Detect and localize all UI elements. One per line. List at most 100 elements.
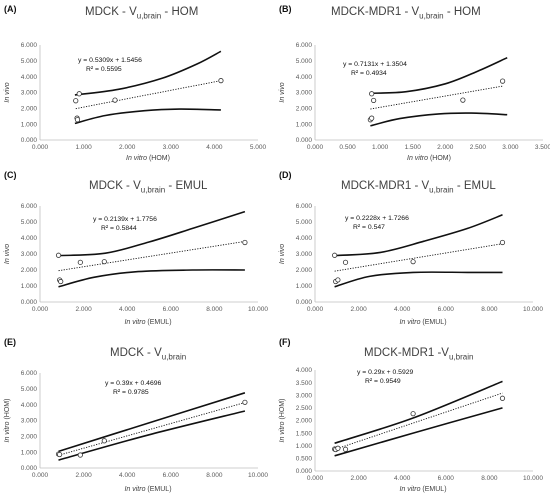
data-point: [112, 97, 118, 103]
chart-title-main: MDCK-MDR1 - V: [331, 6, 420, 18]
x-tick-label: 10.000: [523, 475, 543, 482]
x-tick-label: 8.000: [481, 475, 498, 482]
data-point: [500, 78, 506, 84]
x-axis-title-italic: In vitro: [407, 155, 428, 162]
y-tick-label: 5.000: [21, 58, 38, 65]
trendline: [334, 243, 503, 272]
r-squared-label: R² = 0.9785: [113, 389, 149, 396]
y-tick-label: 6.000: [296, 203, 313, 210]
chart-panel-e: (E) MDCK - Vu,brain 0.000 1.000 2.000 3.000…: [0, 333, 275, 499]
chart-plot: 0.000 1.000 2.000 3.000 4.000 5.000 6.000 0.000…: [4, 203, 268, 326]
x-axis-title-rest: (EMUL): [420, 319, 446, 326]
trendline: [334, 392, 503, 450]
y-axis-title-italic: In vitro: [4, 421, 11, 442]
x-tick-label: 6.000: [163, 472, 180, 479]
x-tick-label: 3.000: [502, 144, 519, 151]
r-squared-label: R² = 0.547: [353, 224, 385, 231]
y-tick-label: 0.500: [296, 456, 313, 463]
x-tick-label: 2.000: [350, 475, 367, 482]
chart-title-subscript: u,brain: [136, 11, 162, 21]
y-axis-title: In vitro (HOM): [4, 399, 11, 443]
x-axis-title-rest: (EMUL): [145, 319, 171, 326]
x-axis-title: In vitro (EMUL): [124, 319, 171, 326]
chart-title-subscript: u,brain: [419, 11, 444, 21]
y-tick-label: 1.000: [296, 283, 313, 290]
x-tick-label: 4.000: [119, 306, 136, 313]
chart-title-subscript: u,brain: [448, 352, 474, 362]
data-point: [369, 91, 375, 97]
trendline: [370, 85, 503, 110]
ci-lower-curve: [334, 271, 503, 288]
x-tick-label: 2.000: [75, 472, 92, 479]
chart-plot: 0.000 1.000 2.000 3.000 4.000 5.000 6.000 0.000…: [4, 42, 267, 162]
r-squared-label: R² = 0.5844: [101, 225, 137, 232]
ci-lower-curve: [74, 108, 221, 125]
y-tick-label: 2.000: [21, 267, 38, 274]
ci-upper-curve: [74, 50, 222, 96]
y-tick-label: 6.000: [21, 203, 38, 210]
x-tick-label: 8.000: [206, 306, 223, 313]
ci-lower-curve: [58, 269, 245, 288]
x-tick-label: 4.000: [394, 475, 411, 482]
x-axis-title: In vitro (HOM): [126, 155, 170, 162]
x-tick-label: 3.500: [535, 144, 550, 151]
data-point: [332, 252, 338, 258]
chart-panel-c: (C) MDCK - Vu,brain - EMUL 0.000 1.000 2.0…: [0, 166, 275, 332]
regression-equation: y = 0.2228x + 1.7266: [345, 215, 409, 222]
x-tick-label: 10.000: [523, 306, 543, 313]
trendline: [58, 240, 245, 272]
chart-panel-b: (B) MDCK-MDR1 - Vu,brain - HOM 0.000 1.00…: [275, 0, 550, 166]
y-axis-title: In vivo: [4, 82, 11, 102]
data-point: [218, 78, 224, 84]
chart-title: MDCK-MDR1 -Vu,brain: [364, 347, 473, 361]
trendline: [75, 80, 222, 110]
x-tick-label: 0.000: [32, 144, 49, 151]
x-axis-title-rest: (HOM): [428, 155, 451, 162]
data-point: [335, 277, 341, 283]
y-tick-label: 4.000: [21, 402, 38, 409]
y-tick-label: 2.000: [296, 267, 313, 274]
data-point: [101, 259, 107, 265]
y-tick-label: 5.000: [296, 219, 313, 226]
ci-lower-curve: [370, 112, 508, 127]
x-tick-label: 6.000: [163, 306, 180, 313]
chart-title: MDCK - Vu,brain - EMUL: [89, 180, 207, 194]
ci-upper-curve: [334, 380, 503, 444]
data-point: [460, 97, 466, 103]
chart-title-main: MDCK-MDR1 - V: [341, 180, 430, 192]
x-tick-label: 1.000: [372, 144, 389, 151]
x-axis-title-rest: (EMUL): [145, 486, 171, 493]
chart-title-tail: - EMUL: [165, 180, 208, 192]
data-point: [499, 239, 506, 246]
x-tick-label: 1.500: [405, 144, 422, 151]
chart-title-subscript: u,brain: [140, 185, 166, 195]
x-axis-title: In vitro (EMUL): [399, 486, 446, 493]
regression-equation: y = 0.39x + 0.4696: [105, 380, 162, 387]
y-axis-title: In vitro (HOM): [279, 399, 286, 443]
x-tick-label: 2.500: [470, 144, 487, 151]
chart-title: MDCK-MDR1 - Vu,brain - HOM: [331, 6, 481, 20]
x-axis-title: In vitro (HOM): [407, 155, 451, 162]
data-point: [57, 451, 63, 458]
chart-title-tail: - EMUL: [453, 180, 496, 192]
panel-label: (B): [279, 4, 292, 14]
panel-label: (F): [279, 337, 291, 347]
data-point: [77, 452, 83, 458]
chart-title-tail: - HOM: [443, 6, 481, 18]
panel-label: (D): [279, 170, 292, 180]
y-tick-label: 1.000: [296, 121, 313, 128]
chart-plot: 0.000 1.000 2.000 3.000 4.000 5.000 6.000 0.000…: [279, 42, 550, 162]
x-axis-title-italic: In vitro: [124, 319, 145, 326]
chart-panel-a: (A) MDCK - Vu,brain - HOM 0.000 1.000 2.00…: [0, 0, 275, 166]
x-tick-label: 5.000: [250, 144, 267, 151]
y-tick-label: 0.000: [21, 299, 38, 306]
panel-label: (C): [4, 170, 17, 180]
r-squared-label: R² = 0.9549: [365, 378, 401, 385]
x-axis-title: In vitro (EMUL): [124, 486, 171, 493]
chart-panel-d: (D) MDCK-MDR1 - Vu,brain - EMUL 0.000 1.0…: [275, 166, 550, 332]
x-axis-title-italic: In vitro: [399, 486, 420, 493]
data-point: [369, 115, 375, 121]
y-tick-label: 6.000: [296, 42, 313, 49]
x-tick-label: 2.000: [75, 306, 92, 313]
